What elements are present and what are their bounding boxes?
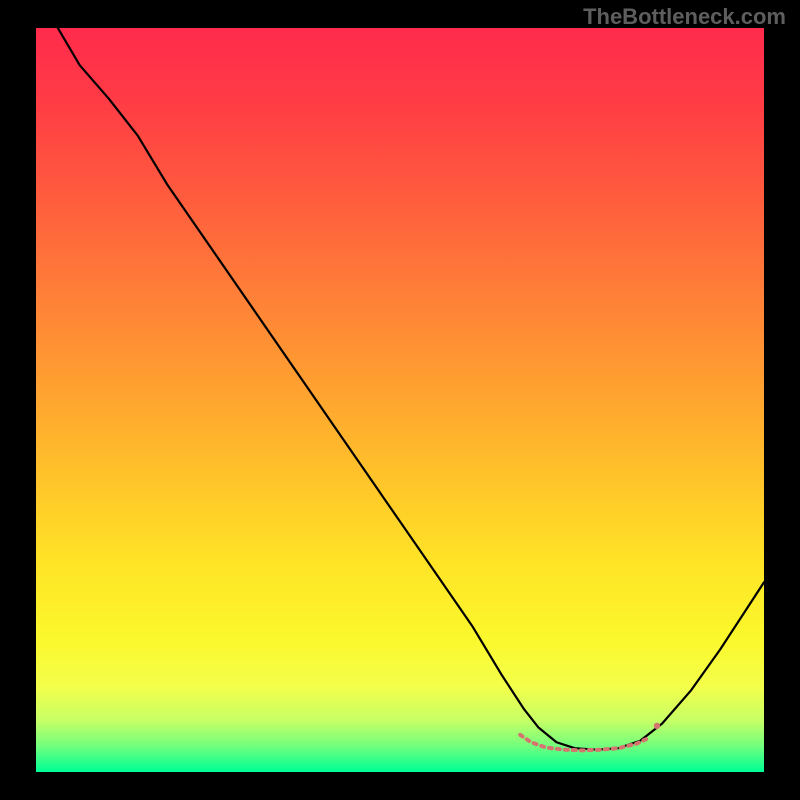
gradient-background xyxy=(36,28,764,772)
plot-area xyxy=(36,28,764,772)
chart-svg xyxy=(36,28,764,772)
trough-end-dot xyxy=(654,723,660,729)
chart-container: TheBottleneck.com xyxy=(0,0,800,800)
watermark-text: TheBottleneck.com xyxy=(583,4,786,30)
